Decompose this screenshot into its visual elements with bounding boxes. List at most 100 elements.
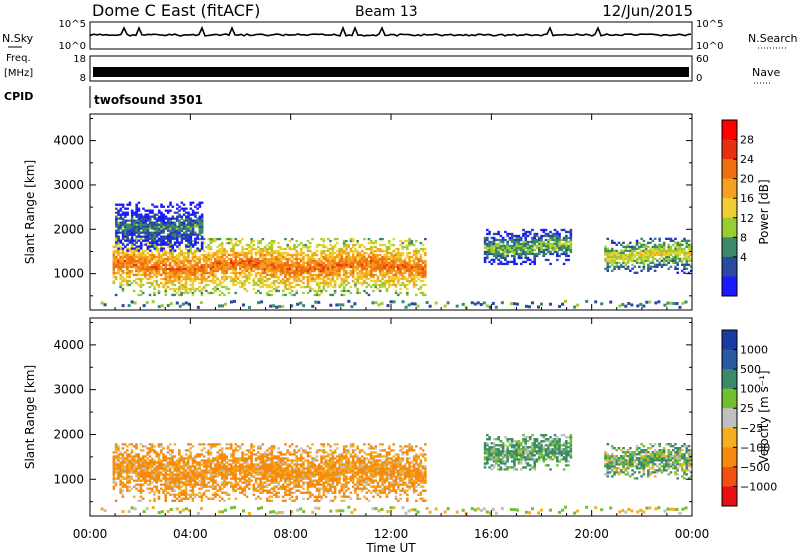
power-cell: [142, 304, 146, 308]
power-cell: [211, 265, 215, 269]
power-cell: [142, 221, 145, 224]
velocity-cell: [241, 451, 244, 454]
power-cell: [115, 219, 118, 222]
power-cell: [685, 261, 689, 264]
power-cell: [126, 211, 129, 214]
power-cell: [320, 261, 323, 265]
velocity-cell: [169, 485, 172, 488]
power-cell: [338, 253, 341, 257]
power-cell: [308, 259, 312, 263]
velocity-cell: [241, 471, 244, 474]
power-cell: [189, 245, 192, 249]
power-cell: [128, 219, 132, 222]
power-cell: [399, 239, 402, 243]
power-cell: [308, 289, 312, 293]
velocity-cell: [173, 461, 177, 464]
velocity-cell: [214, 469, 217, 472]
power-cell: [504, 258, 507, 262]
power-cell: [651, 265, 655, 268]
power-cell: [535, 244, 539, 248]
power-cell: [412, 269, 416, 273]
power-cell: [638, 257, 641, 260]
velocity-cell: [128, 489, 131, 492]
power-cell: [155, 267, 159, 271]
power-cell: [610, 263, 614, 266]
power-cell: [486, 238, 489, 242]
power-cell: [535, 232, 539, 236]
power-cell: [286, 265, 289, 269]
power-cell: [576, 303, 580, 307]
power-cell: [636, 304, 640, 308]
power-cell: [155, 223, 159, 226]
power-cell: [185, 245, 188, 248]
power-cell: [383, 257, 387, 261]
power-cell: [424, 259, 427, 263]
power-cell: [378, 259, 382, 263]
power-cell: [660, 259, 664, 262]
power-cell: [144, 209, 147, 212]
velocity-cell: [114, 469, 118, 472]
velocity-cell: [178, 485, 181, 488]
power-cell: [257, 277, 260, 281]
power-cell: [187, 265, 190, 269]
power-cell: [250, 265, 253, 269]
velocity-cell: [169, 469, 172, 472]
power-cell: [191, 229, 195, 232]
power-cell: [124, 223, 127, 226]
power-cell: [415, 257, 418, 261]
power-cell: [180, 261, 183, 265]
power-cell: [485, 304, 489, 308]
power-cell: [160, 219, 163, 222]
power-cell: [648, 300, 652, 304]
power-cell: [531, 246, 534, 250]
power-cell: [180, 273, 183, 277]
power-cell: [123, 259, 127, 263]
power-cell: [126, 229, 129, 232]
power-cell: [144, 257, 147, 261]
power-cell: [266, 269, 269, 273]
power-cell: [408, 273, 411, 277]
power-cell: [209, 273, 213, 277]
power-cell: [551, 246, 555, 250]
velocity-cell: [178, 499, 181, 502]
velocity-cell: [191, 485, 195, 488]
power-cell: [397, 281, 400, 285]
power-cell: [567, 230, 570, 234]
power-cell: [200, 231, 204, 234]
power-cell: [137, 269, 140, 273]
power-cell: [157, 219, 161, 222]
power-cell: [185, 211, 188, 214]
power-cell: [194, 239, 197, 242]
power-cell: [562, 244, 566, 248]
power-cell: [238, 267, 242, 271]
power-cell: [236, 253, 240, 257]
power-cell: [241, 249, 244, 253]
power-cell: [193, 263, 197, 267]
power-cell: [515, 244, 518, 248]
power-cell: [128, 253, 131, 257]
power-cell: [266, 257, 269, 261]
power-cell: [509, 302, 513, 306]
velocity-cell: [241, 457, 244, 460]
power-cell: [248, 249, 251, 253]
power-cell: [227, 291, 231, 295]
power-cell: [293, 271, 296, 275]
velocity-cell: [144, 459, 147, 462]
power-cell: [678, 247, 682, 250]
power-cell: [227, 265, 231, 269]
power-cell: [112, 271, 116, 275]
power-cell: [565, 236, 568, 240]
power-cell: [257, 283, 260, 287]
power-cell: [567, 248, 570, 252]
velocity-cell: [119, 489, 122, 492]
velocity-cell: [135, 479, 138, 482]
power-cell: [306, 265, 310, 269]
power-cell: [155, 217, 159, 220]
velocity-cell: [207, 457, 210, 460]
power-cell: [164, 261, 168, 265]
power-cell: [270, 245, 274, 249]
power-cell: [160, 227, 163, 230]
power-cell: [665, 251, 668, 254]
power-cell: [320, 271, 323, 275]
power-cell: [162, 263, 165, 267]
